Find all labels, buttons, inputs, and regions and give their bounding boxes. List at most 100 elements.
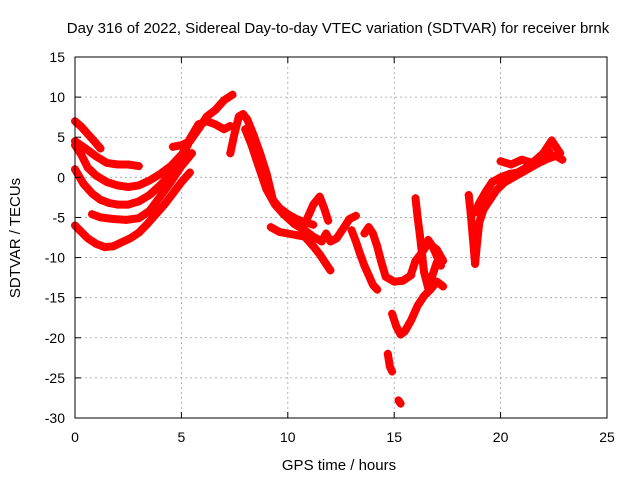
data-point [351,237,360,246]
data-point [360,261,369,270]
data-point [100,243,109,252]
series-track-01 [71,117,105,153]
data-point [109,242,118,251]
data-point [339,224,348,233]
data-point [243,115,252,124]
data-point [411,194,420,203]
data-point [315,250,324,259]
series-track-12 [266,223,335,275]
data-point [351,211,360,220]
data-point [143,219,152,228]
data-point [239,110,248,118]
data-point [96,213,105,222]
series-track-18 [424,235,445,270]
data-point [420,292,428,301]
data-point [464,191,473,199]
data-point [432,252,441,260]
data-point [292,231,301,240]
y-tick-label: -25 [45,370,65,386]
data-point [254,160,262,169]
series-layer [71,90,567,408]
series-line [303,192,333,225]
data-point [300,232,309,241]
data-point [437,261,445,270]
data-point [134,181,143,190]
data-point [475,199,484,207]
data-point [413,213,422,222]
data-point [226,149,235,158]
data-point [320,203,328,212]
series-track-08 [177,117,235,163]
y-tick-label: 5 [57,129,65,145]
data-point [558,155,567,164]
series-line [388,277,448,339]
series-track-03 [71,141,192,191]
data-point [309,232,318,241]
chart-title: Day 316 of 2022, Sidereal Day-to-day VTE… [67,20,610,37]
data-point [407,269,416,278]
data-point [145,191,154,199]
data-point [202,117,211,126]
data-point [124,183,133,191]
data-point [188,149,196,158]
x-tick-label: 20 [493,429,509,445]
series-line [88,149,196,224]
data-point [81,144,90,153]
data-point [90,137,99,146]
y-tick-label: -30 [45,410,65,426]
data-point [156,170,165,179]
data-point [77,150,86,159]
series-track-02 [71,137,143,171]
data-point [77,227,86,236]
data-point [113,181,122,190]
data-point [488,178,497,187]
data-point [234,112,243,121]
data-point [377,258,386,267]
data-point [360,229,369,238]
data-point [417,248,426,257]
y-tick-label: -5 [53,209,66,225]
x-tick-label: 15 [386,429,402,445]
data-point [96,195,105,204]
data-point [407,316,416,325]
data-point [466,205,475,214]
plot-frame [74,56,608,419]
data-point [113,160,122,169]
data-point [96,144,105,153]
data-point [356,250,365,259]
data-point [185,168,194,177]
data-point [102,178,111,187]
data-point [383,349,392,358]
series-track-06 [71,168,194,252]
data-point [230,129,239,138]
data-point [83,234,92,243]
data-point [105,199,113,207]
data-point [326,237,335,246]
x-tick-label: 10 [280,429,296,445]
data-point [168,189,177,198]
data-point [303,215,311,223]
data-point [122,215,131,224]
data-point [392,322,401,331]
data-point [413,301,422,310]
y-tick-label: 15 [49,49,65,65]
data-point [517,155,526,164]
data-point [83,130,92,138]
data-point [368,280,377,289]
data-point [373,285,382,294]
data-point [513,168,522,177]
data-point [134,228,143,237]
data-point [156,181,165,190]
data-point [279,210,288,219]
data-point [492,186,501,195]
data-point [220,96,228,105]
data-point [168,142,177,151]
series-track-19 [383,349,397,376]
y-axis-label: SDTVAR / TECUs [7,178,24,298]
series-track-20 [394,396,405,408]
y-tick-label: -15 [45,290,65,306]
data-point [309,200,318,209]
data-point [439,282,448,291]
data-point [241,125,250,134]
